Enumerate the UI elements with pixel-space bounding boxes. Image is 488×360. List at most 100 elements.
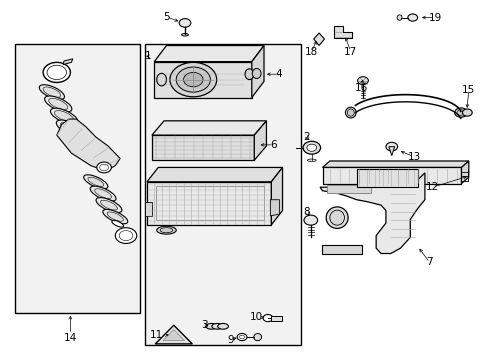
Ellipse shape [244, 69, 253, 80]
Ellipse shape [88, 177, 103, 186]
Text: 13: 13 [407, 152, 420, 162]
Circle shape [304, 215, 317, 225]
Circle shape [456, 110, 464, 116]
Ellipse shape [56, 120, 83, 136]
Ellipse shape [107, 212, 123, 221]
Polygon shape [144, 202, 152, 216]
Polygon shape [254, 121, 266, 160]
Ellipse shape [44, 96, 72, 112]
Polygon shape [57, 119, 120, 171]
Ellipse shape [43, 87, 61, 97]
Circle shape [97, 162, 111, 173]
Circle shape [237, 333, 246, 341]
Ellipse shape [95, 189, 111, 198]
Polygon shape [163, 329, 184, 341]
Text: 15: 15 [461, 85, 474, 95]
Ellipse shape [252, 68, 261, 78]
Text: 17: 17 [344, 46, 357, 57]
Ellipse shape [112, 220, 123, 227]
Ellipse shape [211, 323, 222, 329]
Polygon shape [356, 169, 417, 187]
Text: 16: 16 [354, 83, 367, 93]
Polygon shape [388, 147, 394, 156]
Bar [15, 44, 140, 313]
Polygon shape [321, 244, 361, 253]
Circle shape [119, 230, 133, 240]
Ellipse shape [307, 159, 316, 162]
Ellipse shape [329, 210, 344, 225]
Bar [144, 44, 300, 345]
Polygon shape [322, 161, 468, 167]
Text: 14: 14 [63, 333, 77, 343]
Polygon shape [333, 26, 351, 39]
Ellipse shape [345, 107, 355, 118]
Text: 10: 10 [249, 312, 262, 322]
Bar [271, 316, 282, 320]
Ellipse shape [55, 111, 74, 122]
Circle shape [385, 142, 397, 151]
Ellipse shape [60, 130, 73, 137]
Ellipse shape [181, 33, 188, 36]
Ellipse shape [83, 175, 108, 189]
Ellipse shape [157, 73, 166, 86]
Polygon shape [270, 200, 279, 216]
Text: 7: 7 [426, 257, 432, 267]
Polygon shape [322, 167, 461, 184]
Text: 4: 4 [275, 69, 282, 79]
Polygon shape [152, 135, 254, 160]
Ellipse shape [96, 198, 122, 213]
Polygon shape [152, 121, 266, 135]
Polygon shape [154, 45, 264, 62]
Polygon shape [155, 325, 192, 344]
Circle shape [100, 164, 108, 171]
Text: 11: 11 [150, 330, 163, 340]
Circle shape [115, 228, 137, 243]
Ellipse shape [160, 228, 172, 233]
Ellipse shape [396, 15, 401, 20]
Circle shape [43, 62, 70, 82]
Ellipse shape [39, 85, 64, 100]
Circle shape [183, 72, 203, 87]
Circle shape [169, 62, 216, 97]
Polygon shape [63, 59, 73, 64]
Polygon shape [327, 185, 370, 193]
Polygon shape [147, 182, 271, 225]
Circle shape [303, 141, 320, 154]
Ellipse shape [346, 109, 353, 116]
Ellipse shape [325, 207, 347, 228]
Polygon shape [271, 167, 282, 225]
Ellipse shape [90, 186, 116, 201]
Text: 5: 5 [163, 12, 169, 22]
Ellipse shape [101, 200, 117, 210]
Ellipse shape [205, 323, 216, 329]
Circle shape [239, 335, 244, 339]
Polygon shape [251, 45, 264, 98]
Circle shape [462, 109, 471, 116]
Ellipse shape [50, 108, 78, 124]
Polygon shape [320, 173, 424, 253]
Circle shape [176, 67, 210, 92]
Text: 3: 3 [201, 320, 207, 330]
Text: 2: 2 [303, 132, 309, 142]
Polygon shape [461, 161, 468, 184]
Circle shape [407, 14, 417, 21]
Text: 12: 12 [425, 182, 438, 192]
Polygon shape [154, 62, 251, 98]
Circle shape [47, 65, 66, 80]
Text: 6: 6 [270, 140, 277, 150]
Ellipse shape [253, 333, 261, 341]
Ellipse shape [217, 323, 228, 329]
Ellipse shape [157, 226, 176, 234]
Polygon shape [313, 33, 324, 45]
Circle shape [454, 108, 467, 117]
Text: 8: 8 [303, 207, 309, 217]
Polygon shape [147, 167, 282, 182]
Ellipse shape [60, 122, 80, 134]
Ellipse shape [49, 98, 68, 109]
Ellipse shape [102, 210, 127, 224]
Text: 18: 18 [304, 47, 317, 57]
Circle shape [306, 144, 316, 151]
Text: 1: 1 [144, 51, 151, 61]
Text: 9: 9 [227, 334, 234, 345]
Text: 19: 19 [428, 13, 441, 23]
